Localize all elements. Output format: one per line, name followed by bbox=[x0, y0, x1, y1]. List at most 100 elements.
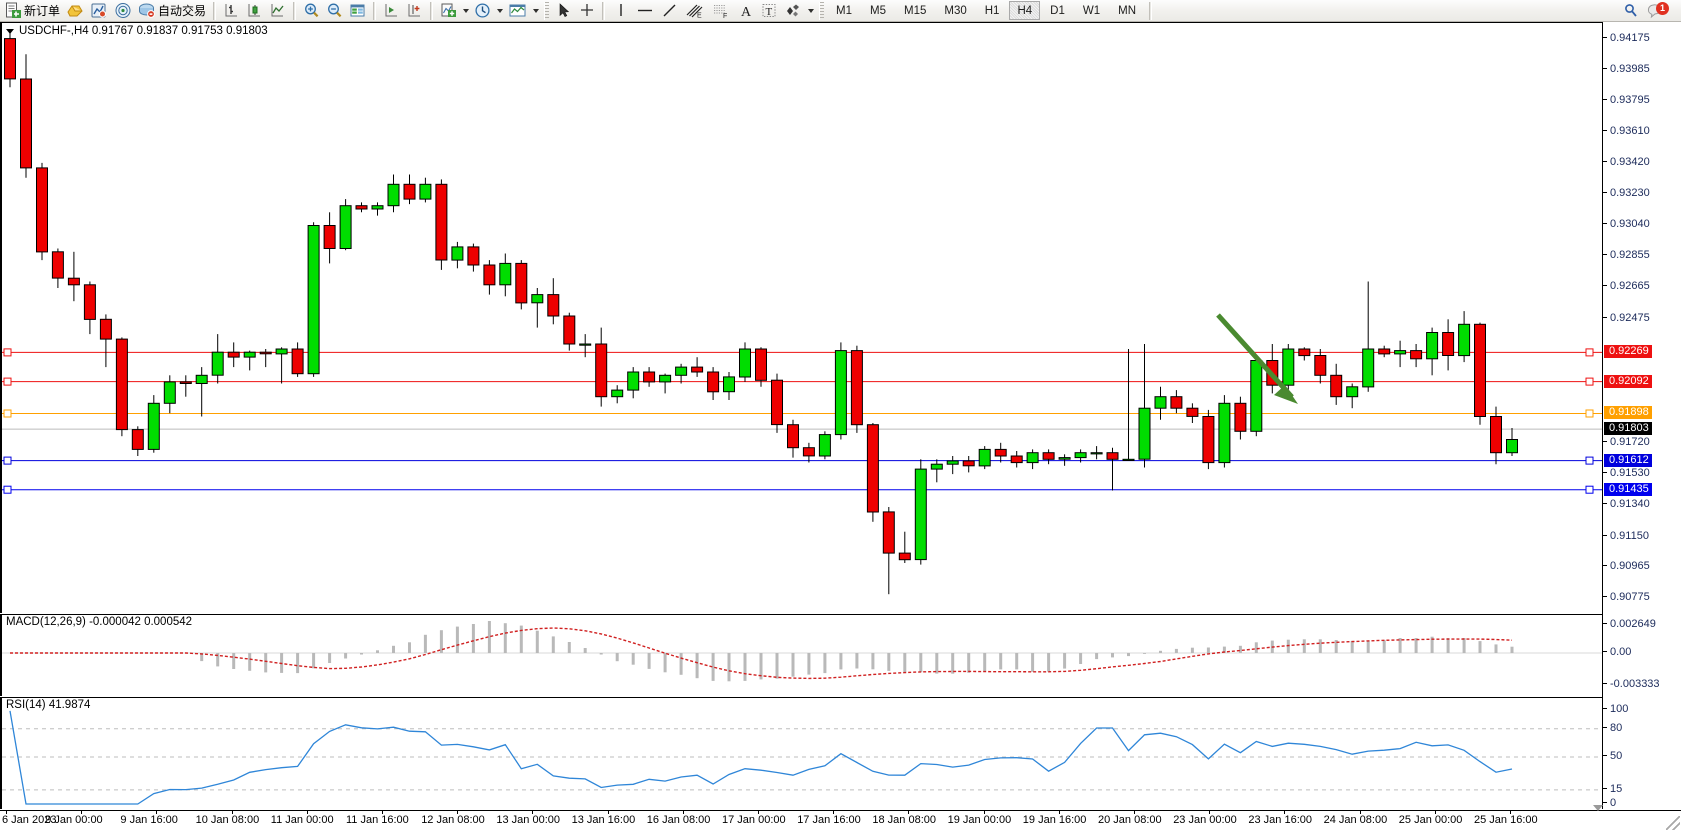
terminal-button[interactable]: 自动交易 bbox=[136, 1, 208, 21]
timeframe-button-m15[interactable]: M15 bbox=[904, 4, 927, 17]
down-trend-arrow[interactable] bbox=[1216, 313, 1298, 404]
price-level-badge[interactable]: 0.91612 bbox=[1604, 453, 1652, 467]
time-axis-tick bbox=[1359, 811, 1361, 814]
time-axis[interactable]: 6 Jan 2023 9 Jan 00:00 9 Jan 16:00 10 Jan 0… bbox=[0, 805, 1681, 831]
crosshair-button[interactable] bbox=[576, 1, 597, 21]
svg-text:T: T bbox=[766, 6, 773, 18]
price-axis-tick: 0.91530 bbox=[1603, 468, 1650, 479]
cursor-button[interactable] bbox=[553, 1, 574, 21]
indicators-dropdown-caret[interactable] bbox=[460, 1, 471, 21]
price-axis-tick: 0.90775 bbox=[1603, 592, 1650, 603]
templates-button[interactable] bbox=[506, 1, 529, 21]
timeframe-button-h1[interactable]: H1 bbox=[984, 4, 1000, 17]
fibonacci-button[interactable]: F bbox=[709, 1, 733, 21]
zoom-out-icon bbox=[328, 3, 342, 18]
time-axis-label: 10 Jan 08:00 bbox=[195, 814, 260, 826]
price-level-badge[interactable]: 0.91898 bbox=[1604, 406, 1652, 420]
time-axis-label: 19 Jan 00:00 bbox=[947, 814, 1012, 826]
candlestick-series bbox=[2, 32, 1602, 595]
price-chart-pane[interactable]: USDCHF-,H4 0.91767 0.91837 0.91753 0.918… bbox=[0, 22, 1602, 613]
timeframe-button-m30[interactable]: M30 bbox=[944, 4, 967, 17]
price-axis-tick: 0.92475 bbox=[1603, 312, 1650, 324]
toolbar-separator bbox=[213, 1, 217, 20]
text-button[interactable]: A bbox=[735, 1, 756, 21]
rsi-axis-tick: 15 bbox=[1603, 783, 1622, 795]
shapes-button[interactable] bbox=[782, 1, 804, 21]
candlestick-chart-icon bbox=[248, 4, 261, 17]
price-level-badge[interactable]: 0.92092 bbox=[1604, 374, 1652, 388]
equidistant-channel-button[interactable]: E bbox=[683, 1, 707, 21]
new-order-button[interactable]: 新订单 bbox=[3, 1, 62, 21]
time-axis-tick bbox=[682, 811, 684, 814]
navigator-icon bbox=[91, 3, 107, 18]
auto-scroll-button[interactable] bbox=[404, 1, 425, 21]
time-axis-tick bbox=[1209, 811, 1211, 814]
price-level-badge[interactable]: 0.91803 bbox=[1604, 422, 1652, 436]
chart-overlays bbox=[1216, 313, 1298, 404]
timeframe-button-m5[interactable]: M5 bbox=[870, 4, 886, 17]
trendline-icon bbox=[663, 4, 676, 17]
price-level-badge[interactable]: 0.91435 bbox=[1604, 482, 1652, 496]
time-axis-tick bbox=[1434, 811, 1436, 814]
shapes-dropdown-caret[interactable] bbox=[805, 1, 816, 21]
templates-dropdown-caret[interactable] bbox=[530, 1, 541, 21]
line-chart-button[interactable] bbox=[267, 1, 288, 21]
time-axis-tick bbox=[1134, 811, 1135, 814]
resize-grip[interactable] bbox=[1666, 816, 1680, 830]
zoom-in-button[interactable] bbox=[301, 1, 322, 21]
tile-windows-button[interactable] bbox=[347, 1, 368, 21]
macd-pane[interactable]: MACD(12,26,9) -0.000042 0.000542 bbox=[0, 614, 1602, 696]
search-button[interactable] bbox=[1620, 1, 1642, 21]
chart-shift-button[interactable] bbox=[381, 1, 402, 21]
indicators-button[interactable] bbox=[438, 1, 459, 21]
trendline-button[interactable] bbox=[659, 1, 681, 21]
rsi-pane[interactable]: RSI(14) 41.9874 bbox=[0, 697, 1602, 809]
bar-chart-button[interactable] bbox=[221, 1, 242, 21]
time-axis-tick bbox=[306, 811, 308, 814]
timeframe-button-d1[interactable]: D1 bbox=[1050, 4, 1065, 17]
macd-axis-tick: -0.003333 bbox=[1603, 679, 1660, 690]
time-axis-label: 17 Jan 16:00 bbox=[797, 814, 861, 826]
toolbar-right-group: 1 bbox=[1619, 1, 1679, 21]
timeframe-grip[interactable] bbox=[819, 1, 825, 20]
vertical-line-button[interactable] bbox=[610, 1, 631, 21]
toolbar-grip[interactable] bbox=[544, 1, 550, 20]
price-axis-tick: 0.93985 bbox=[1603, 63, 1650, 75]
time-axis-label: 16 Jan 08:00 bbox=[646, 814, 711, 826]
charts-button[interactable] bbox=[64, 1, 86, 21]
equidistant-channel-icon: E bbox=[686, 4, 703, 20]
scroll-position-marker[interactable] bbox=[1593, 805, 1603, 811]
candlestick-chart-button[interactable] bbox=[244, 1, 265, 21]
svg-text:E: E bbox=[697, 13, 702, 20]
time-axis-label: 19 Jan 16:00 bbox=[1022, 814, 1087, 826]
periodicity-dropdown-caret[interactable] bbox=[494, 1, 505, 21]
autotrading-label: 自动交易 bbox=[158, 3, 207, 18]
svg-text:F: F bbox=[723, 13, 727, 19]
timeframe-button-w1[interactable]: W1 bbox=[1082, 4, 1101, 17]
notification-button[interactable]: 1 bbox=[1644, 1, 1669, 21]
timeframe-button-m1[interactable]: M1 bbox=[836, 4, 853, 17]
timeframe-button-h4[interactable]: H4 bbox=[1009, 1, 1041, 20]
price-level-badge[interactable]: 0.92269 bbox=[1604, 345, 1652, 359]
periodicity-button[interactable] bbox=[472, 1, 493, 21]
time-axis-label: 23 Jan 16:00 bbox=[1248, 814, 1313, 826]
notification-count: 1 bbox=[1656, 1, 1669, 15]
line-chart-icon bbox=[271, 4, 284, 17]
chart-symbol-header: USDCHF-,H4 0.91767 0.91837 0.91753 0.918… bbox=[6, 25, 268, 37]
timeframe-button-mn[interactable]: MN bbox=[1118, 4, 1136, 17]
chevron-down-icon[interactable] bbox=[6, 28, 14, 34]
new-order-icon bbox=[6, 2, 21, 18]
text-icon: A bbox=[741, 5, 752, 19]
time-axis-label: 24 Jan 08:00 bbox=[1323, 814, 1388, 826]
time-axis-tick bbox=[1284, 811, 1286, 814]
toolbar-separator-2 bbox=[293, 1, 297, 20]
horizontal-line-button[interactable] bbox=[633, 1, 657, 21]
zoom-out-button[interactable] bbox=[324, 1, 345, 21]
time-axis-label: 11 Jan 16:00 bbox=[346, 814, 409, 826]
macd-header: MACD(12,26,9) -0.000042 0.000542 bbox=[6, 616, 193, 628]
navigator-button[interactable] bbox=[112, 1, 134, 21]
time-axis-tick bbox=[758, 811, 759, 814]
text-label-button[interactable]: T bbox=[758, 1, 780, 21]
price-axis-tick: 0.94175 bbox=[1603, 32, 1650, 44]
market-watch-button[interactable] bbox=[88, 1, 110, 21]
